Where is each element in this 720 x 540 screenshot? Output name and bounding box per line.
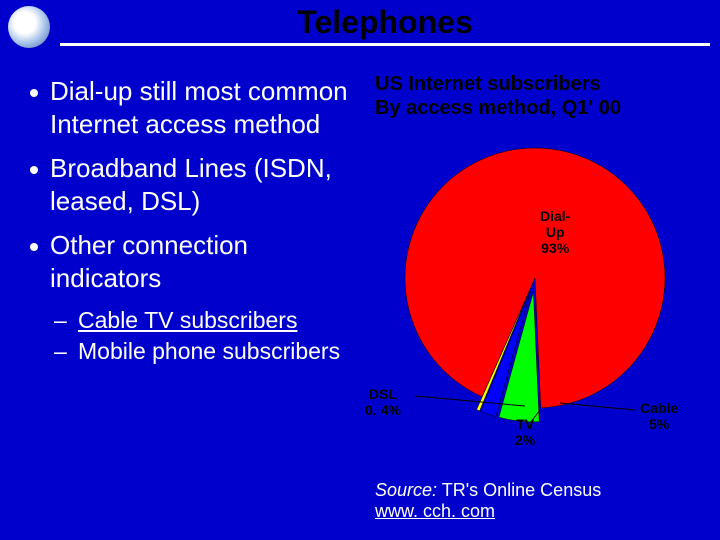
itu-logo-icon [8, 6, 50, 48]
bullet-list: Dial-up still most common Internet acces… [30, 75, 360, 368]
source-link[interactable]: www. cch. com [375, 501, 495, 521]
sub-bullet-item: Cable TV subscribers [78, 306, 360, 335]
bullet-dot-icon [30, 166, 38, 174]
source-text: TR's Online Census [437, 480, 601, 500]
title-underline [60, 43, 710, 46]
pie-slice-label: Cable5% [640, 400, 678, 432]
sub-bullet-list: Cable TV subscribers Mobile phone subscr… [78, 306, 360, 366]
source-lead: Source: [375, 480, 437, 500]
bullet-item: Other connection indicators [30, 229, 360, 294]
pie-slice-label: Dial-Up93% [540, 208, 570, 256]
chart-title: US Internet subscribers By access method… [375, 72, 705, 120]
slide-title: Telephones [60, 4, 710, 41]
pie-svg [385, 128, 685, 428]
bullet-dot-icon [30, 243, 38, 251]
bullet-item: Dial-up still most common Internet acces… [30, 75, 360, 140]
source-line: Source: TR's Online Census www. cch. com [375, 480, 601, 522]
bullet-text: Dial-up still most common Internet acces… [50, 75, 360, 140]
sub-bullet-text: Mobile phone subscribers [78, 338, 340, 364]
chart-area: US Internet subscribers By access method… [375, 72, 705, 428]
bullet-item: Broadband Lines (ISDN, leased, DSL) [30, 152, 360, 217]
pie-slice-label: DSL0. 4% [365, 386, 401, 418]
bullet-text: Other connection indicators [50, 229, 360, 294]
sub-bullet-text: Cable TV subscribers [78, 307, 297, 333]
title-bar: Telephones [60, 4, 710, 46]
sub-bullet-item: Mobile phone subscribers [78, 337, 360, 366]
pie-slice-label: TV2% [515, 416, 535, 448]
bullet-text: Broadband Lines (ISDN, leased, DSL) [50, 152, 360, 217]
pie-chart: Dial-Up93%Cable5%TV2%DSL0. 4% [385, 128, 685, 428]
bullet-dot-icon [30, 89, 38, 97]
